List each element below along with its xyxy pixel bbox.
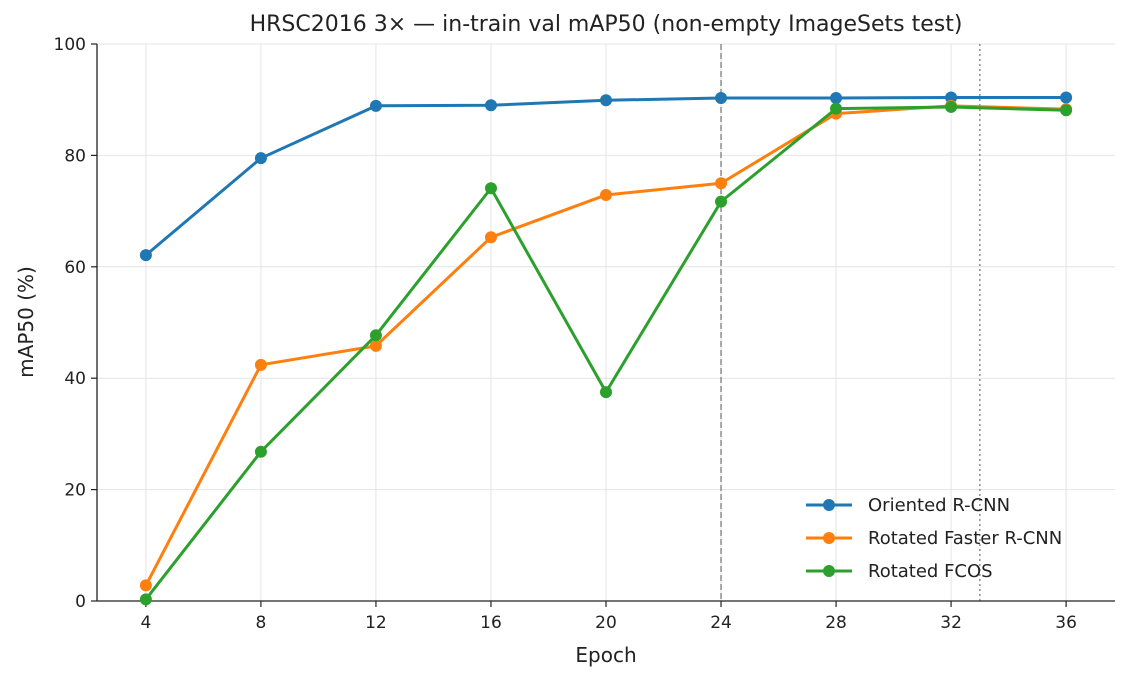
y-tick-label: 40: [64, 369, 86, 389]
chart-title: HRSC2016 3× — in-train val mAP50 (non-em…: [250, 12, 963, 37]
x-tick-label: 20: [595, 613, 617, 633]
y-tick-label: 0: [75, 592, 86, 612]
legend-item: Oriented R-CNN: [806, 495, 1010, 516]
data-point: [484, 231, 497, 244]
data-point: [254, 152, 267, 165]
data-point: [830, 102, 843, 115]
data-point: [369, 99, 382, 112]
data-point: [945, 91, 958, 104]
y-tick-label: 20: [64, 481, 86, 501]
data-point: [715, 92, 728, 105]
data-point: [715, 195, 728, 208]
y-tick-label: 60: [64, 258, 86, 278]
x-axis-label: Epoch: [575, 643, 636, 667]
y-axis-label: mAP50 (%): [14, 266, 38, 378]
x-tick-label: 24: [710, 613, 732, 633]
grid: [97, 43, 1115, 602]
series-oriented-r-cnn: [139, 91, 1073, 262]
series-rotated-fcos: [139, 100, 1073, 606]
data-point: [254, 358, 267, 371]
data-point: [484, 99, 497, 112]
x-tick-label: 28: [825, 613, 847, 633]
legend-label: Rotated FCOS: [868, 561, 993, 582]
data-point: [600, 386, 612, 399]
x-tick-label: 36: [1055, 613, 1077, 633]
data-point: [1060, 104, 1073, 117]
data-point: [369, 329, 382, 342]
x-tick-label: 12: [365, 613, 387, 633]
legend-marker: [823, 532, 835, 544]
y-tick-label: 80: [64, 146, 86, 166]
y-tick-label: 100: [54, 35, 86, 55]
data-point: [600, 188, 612, 201]
legend: Oriented R-CNN Rotated Faster R-CNN Rotate…: [806, 495, 1062, 582]
legend-item: Rotated FCOS: [806, 561, 993, 582]
legend-label: Oriented R-CNN: [868, 495, 1010, 516]
x-tick-label: 32: [940, 613, 962, 633]
series-group: [139, 91, 1073, 606]
data-point: [945, 100, 958, 113]
legend-item: Rotated Faster R-CNN: [806, 528, 1062, 549]
data-point: [1060, 91, 1073, 104]
x-tick-label: 16: [480, 613, 502, 633]
x-tick-label: 4: [140, 613, 151, 633]
data-point: [830, 92, 843, 105]
data-point: [139, 593, 152, 606]
data-point: [139, 579, 152, 592]
legend-marker: [823, 565, 835, 577]
axes: 4 8 12 16 20 24 28 32 36 0 20 40 60 80 100: [54, 35, 1115, 633]
data-point: [254, 445, 267, 458]
reference-lines: [720, 44, 981, 601]
data-point: [369, 339, 382, 352]
data-point: [139, 249, 152, 262]
legend-marker: [823, 499, 835, 511]
x-tick-label: 8: [256, 613, 267, 633]
data-point: [715, 177, 728, 190]
data-point: [600, 94, 612, 107]
legend-label: Rotated Faster R-CNN: [868, 528, 1062, 549]
data-point: [484, 182, 497, 195]
